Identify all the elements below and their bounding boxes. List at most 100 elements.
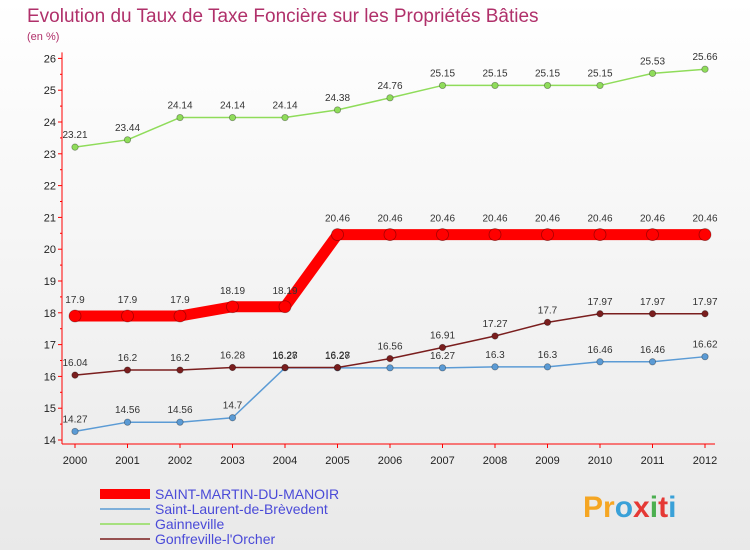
data-point	[543, 318, 552, 326]
data-point	[438, 81, 447, 90]
data-label: 20.46	[325, 214, 350, 225]
data-label: 17.9	[65, 295, 85, 306]
logo-letter: o	[615, 491, 633, 524]
y-tick-label: 21	[44, 212, 56, 224]
data-label: 17.97	[692, 297, 717, 308]
x-tick-label: 2012	[693, 455, 717, 467]
data-point	[383, 228, 397, 241]
data-point	[281, 363, 289, 372]
logo-letter: t	[658, 491, 668, 524]
data-label: 16.27	[272, 351, 297, 362]
data-label: 18.19	[220, 286, 245, 297]
data-label: 25.66	[692, 52, 717, 63]
legend-label: Gonfreville-l'Orcher	[155, 531, 275, 547]
data-label: 14.27	[62, 414, 87, 425]
x-tick-label: 2011	[641, 455, 665, 467]
data-point	[333, 106, 342, 114]
data-point	[701, 65, 709, 73]
data-point	[436, 228, 449, 241]
data-point	[123, 418, 132, 426]
data-label: 24.14	[220, 101, 245, 112]
series-0: 17.9 17.9 17.9 18.19 18.19 20.46 20.46 20.46 20.…	[65, 214, 718, 323]
data-label: 16.04	[62, 358, 87, 369]
data-label: 16.46	[640, 345, 665, 356]
data-point	[438, 343, 447, 352]
logo-letter: i	[650, 491, 658, 524]
data-label: 24.14	[167, 101, 192, 112]
chart-title: Evolution du Taux de Taxe Foncière sur l…	[27, 6, 539, 27]
data-point	[333, 363, 342, 372]
logo-letter: P	[583, 491, 603, 524]
data-point	[123, 136, 132, 144]
data-point	[228, 363, 237, 372]
data-label: 25.15	[430, 68, 455, 79]
data-point	[491, 332, 499, 340]
data-label: 20.46	[430, 214, 455, 225]
data-label: 14.7	[223, 401, 243, 412]
data-point	[648, 310, 657, 318]
data-label: 17.97	[640, 297, 665, 308]
data-label: 16.3	[538, 350, 558, 361]
data-label: 17.27	[482, 319, 507, 330]
data-point	[176, 366, 184, 374]
x-tick-label: 2008	[483, 455, 507, 467]
data-label: 16.3	[485, 350, 505, 361]
axes: 14 15 16 17 18 19 20 21 22 23 24 25 26 2000 2001 2002 20…	[44, 52, 717, 467]
data-point	[701, 310, 709, 318]
data-label: 14.56	[167, 405, 192, 416]
y-tick-label: 18	[44, 308, 56, 320]
x-tick-label: 2001	[115, 455, 139, 467]
data-label: 25.53	[640, 56, 665, 67]
series-1: 14.27 14.56 14.56 14.7 16.27 16.27 16.27 16.3 16…	[62, 340, 718, 436]
data-point	[121, 309, 134, 323]
data-label: 25.15	[587, 68, 612, 79]
data-label: 16.46	[587, 345, 612, 356]
proxiti-logo-text: Proxiti	[583, 491, 676, 524]
y-tick-label: 20	[44, 244, 56, 256]
data-label: 17.97	[587, 297, 612, 308]
data-label: 16.91	[430, 330, 455, 341]
data-label: 16.2	[170, 353, 190, 364]
data-point	[541, 228, 554, 241]
x-tick-label: 2005	[325, 455, 349, 467]
data-label: 16.62	[692, 340, 717, 351]
data-label: 23.44	[115, 123, 140, 134]
data-label: 16.27	[325, 351, 350, 362]
data-point	[543, 81, 552, 90]
series-3: 16.04 16.2 16.2 16.28 16.28 16.28 16.56 16.91 17…	[62, 297, 718, 379]
data-point	[386, 354, 394, 363]
data-label: 16.28	[272, 350, 297, 361]
data-point	[68, 309, 82, 323]
data-label: 16.2	[118, 353, 138, 364]
data-point	[386, 94, 394, 102]
data-point	[331, 228, 344, 241]
data-point	[123, 366, 132, 374]
logo-letter: i	[668, 491, 676, 524]
y-tick-label: 15	[44, 403, 56, 415]
x-tick-label: 2010	[588, 455, 612, 467]
proxiti-logo: Proxiti	[583, 491, 676, 524]
data-label: 18.19	[272, 286, 297, 297]
y-tick-label: 19	[44, 276, 56, 288]
data-label: 20.46	[587, 214, 612, 225]
series-2: 23.21 23.44 24.14 24.14 24.14 24.38 24.76 25.15…	[62, 52, 718, 151]
data-point	[278, 300, 292, 314]
data-point	[228, 414, 237, 422]
data-label: 16.28	[325, 350, 350, 361]
data-label: 17.9	[118, 295, 138, 306]
data-label: 24.14	[272, 101, 297, 112]
chart-subtitle: (en %)	[27, 31, 59, 43]
data-label: 20.46	[692, 214, 717, 225]
data-point	[593, 228, 607, 241]
legend-label: Gainneville	[155, 516, 224, 532]
data-point	[596, 310, 604, 318]
y-tick-label: 16	[44, 371, 56, 383]
data-label: 20.46	[535, 214, 560, 225]
x-tick-label: 2003	[220, 455, 244, 467]
data-label: 20.46	[640, 214, 665, 225]
data-label: 23.21	[62, 130, 87, 141]
data-point	[176, 113, 184, 122]
data-point	[176, 418, 184, 426]
data-label: 24.38	[325, 93, 350, 104]
